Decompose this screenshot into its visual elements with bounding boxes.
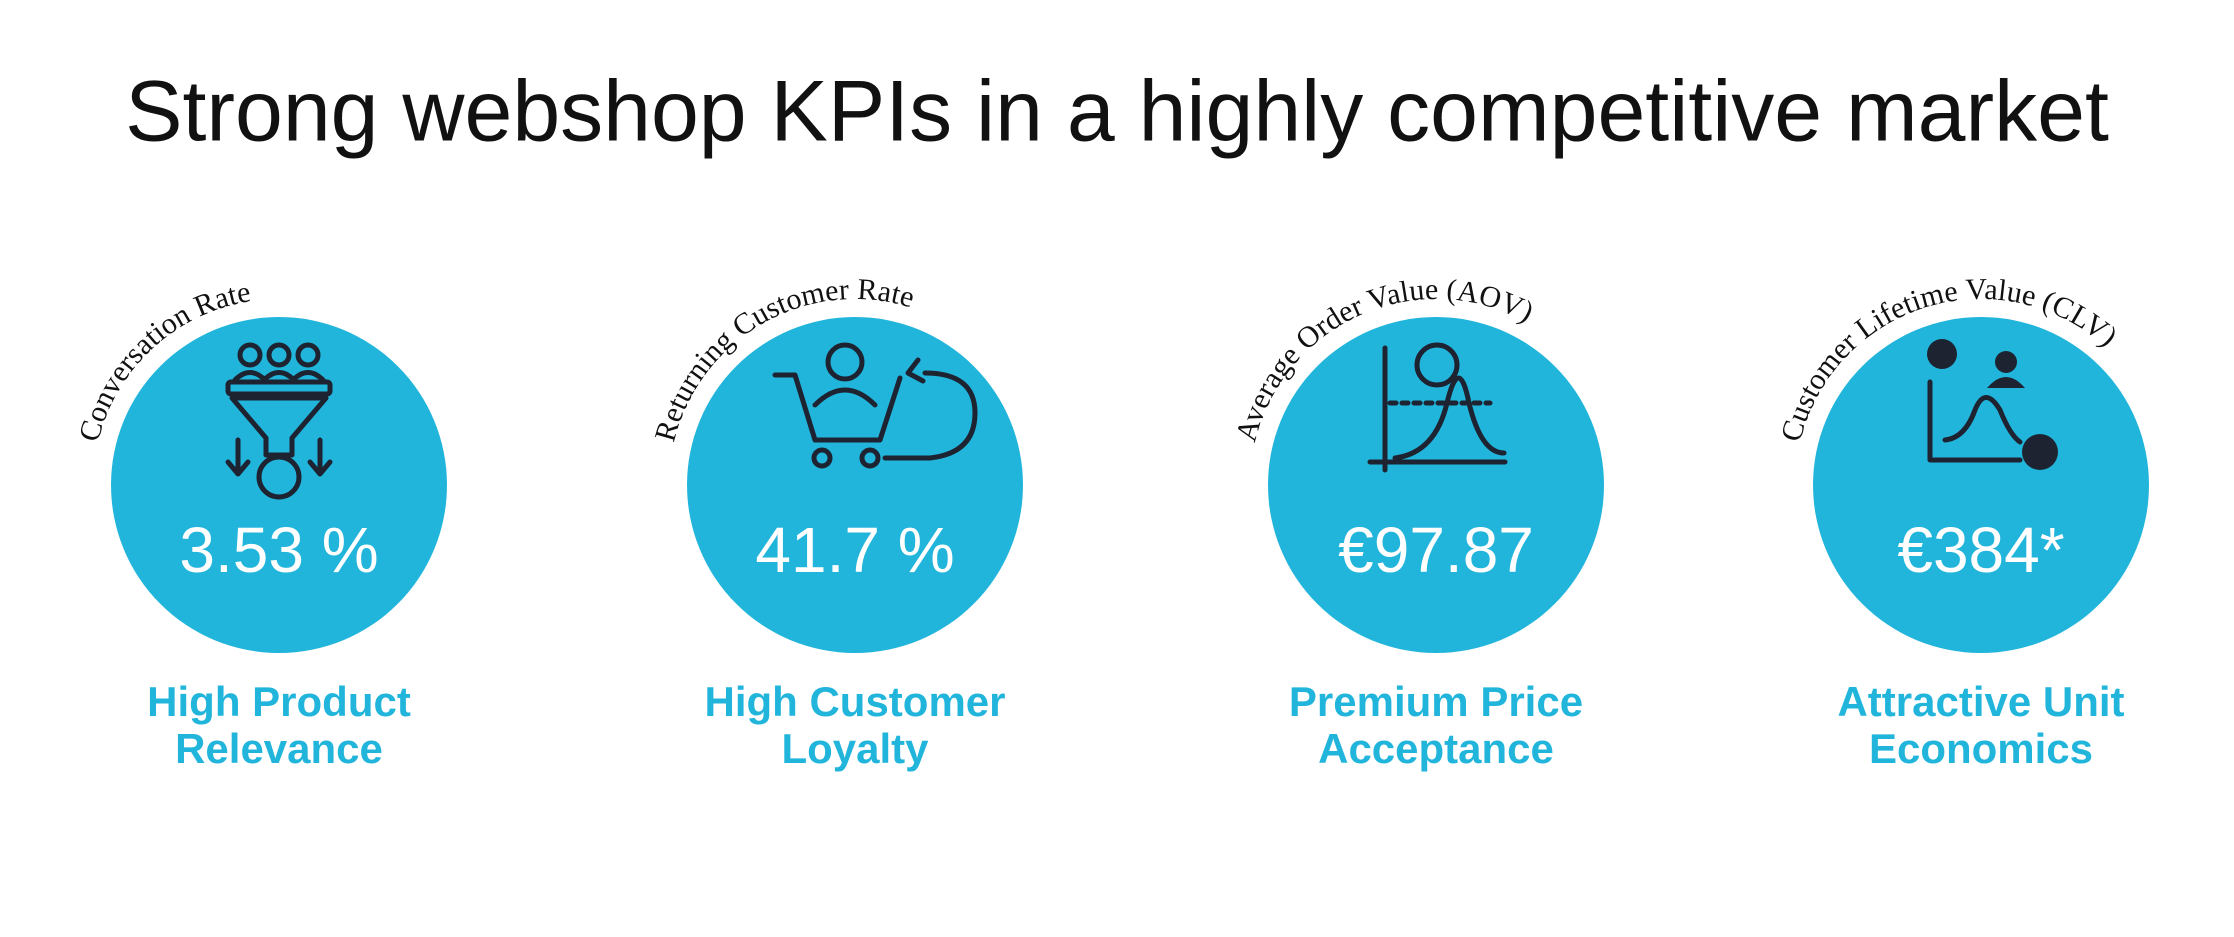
kpi-caption: High Product (147, 678, 411, 725)
kpi-caption: Premium Price (1289, 678, 1583, 725)
kpi-value: €384* (1897, 514, 2064, 586)
kpi-caption: Attractive Unit (1837, 678, 2124, 725)
kpi-value: €97.87 (1338, 514, 1534, 586)
kpi-caption: Acceptance (1318, 725, 1554, 772)
kpi-value: 41.7 % (755, 514, 954, 586)
kpi-caption: High Customer (704, 678, 1005, 725)
kpi-circle (1813, 317, 2149, 653)
funnel-icon (225, 342, 333, 500)
kpi-circle (1268, 317, 1604, 653)
cart-icon (772, 342, 978, 469)
page-title: Strong webshop KPIs in a highly competit… (125, 64, 2109, 160)
kpi-circle (111, 317, 447, 653)
kpi-card: Customer Lifetime Value (CLV)€384*Attrac… (1775, 273, 2149, 772)
kpi-caption: Relevance (175, 725, 383, 772)
kpi-caption: Loyalty (781, 725, 929, 772)
icons (225, 339, 2058, 500)
kpi-circle (687, 317, 1023, 653)
clv-icon (1927, 339, 2058, 470)
price-curve-icon (1367, 342, 1508, 473)
kpi-value: 3.53 % (179, 514, 378, 586)
kpi-caption: Economics (1869, 725, 2093, 772)
